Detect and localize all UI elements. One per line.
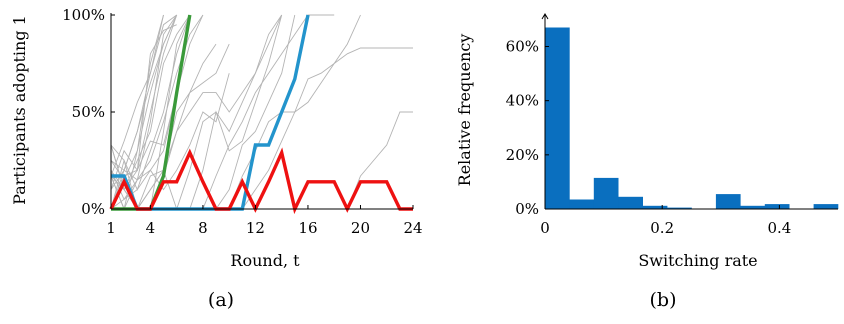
panel-a-y-axis-label: Participants adopting 1 <box>10 15 29 205</box>
panel-b-axes: 0 0.2 0.4 0% 20% 40% 60% <box>506 13 838 237</box>
panel-b-x-axis-label: Switching rate <box>638 251 757 270</box>
histogram-bar <box>715 194 741 209</box>
panel-a-axes: 1 4 8 12 16 20 24 0% 50% 100% <box>62 6 422 237</box>
histogram-bar <box>618 196 643 209</box>
background-run-line <box>110 14 164 177</box>
y-tick-label: 0% <box>81 200 105 218</box>
x-tick-label: 16 <box>298 219 317 237</box>
panel-a-caption: (a) <box>208 289 234 311</box>
histogram-bar <box>813 204 839 209</box>
background-run-line <box>110 14 191 210</box>
x-tick-label: 0.4 <box>767 219 791 237</box>
y-tick-label: 40% <box>506 92 539 110</box>
x-tick-label: 0 <box>540 219 550 237</box>
panel-b-chart: 0 0.2 0.4 0% 20% 40% 60% Switching rate Relati… <box>455 13 839 311</box>
y-tick-label: 100% <box>62 6 105 24</box>
x-tick-label: 1 <box>106 219 116 237</box>
background-run-line <box>110 14 204 190</box>
histogram-bar <box>545 27 570 209</box>
x-tick-label: 8 <box>198 219 208 237</box>
panel-b-y-axis-label: Relative frequency <box>455 34 474 187</box>
histogram-bar <box>764 204 790 209</box>
background-run-line <box>111 14 283 210</box>
histogram-bar <box>593 177 619 209</box>
x-tick-label: 12 <box>246 219 265 237</box>
y-tick-label: 20% <box>506 146 539 164</box>
y-tick-label: 60% <box>506 38 539 56</box>
panel-a-x-axis-label: Round, t <box>230 251 300 270</box>
histogram-bar <box>667 207 692 209</box>
x-tick-label: 0.2 <box>650 219 674 237</box>
histogram-bar <box>642 205 668 210</box>
x-tick-label: 4 <box>146 219 156 237</box>
y-tick-label: 50% <box>72 103 105 121</box>
background-runs <box>110 14 413 211</box>
panel-a-chart: 1 4 8 12 16 20 24 0% 50% 100% Round, t Participan… <box>10 6 423 311</box>
red-series-line <box>109 147 413 215</box>
panel-b-caption: (b) <box>650 289 677 311</box>
background-run-line <box>110 14 204 210</box>
histogram-bar <box>569 199 595 209</box>
x-tick-label: 20 <box>351 219 370 237</box>
y-tick-label: 0% <box>515 200 539 218</box>
x-tick-label: 24 <box>403 219 422 237</box>
histogram-bar <box>740 205 765 210</box>
y-axis-arrow <box>541 13 549 20</box>
background-run-line <box>110 24 177 190</box>
histogram-bars <box>545 27 839 210</box>
